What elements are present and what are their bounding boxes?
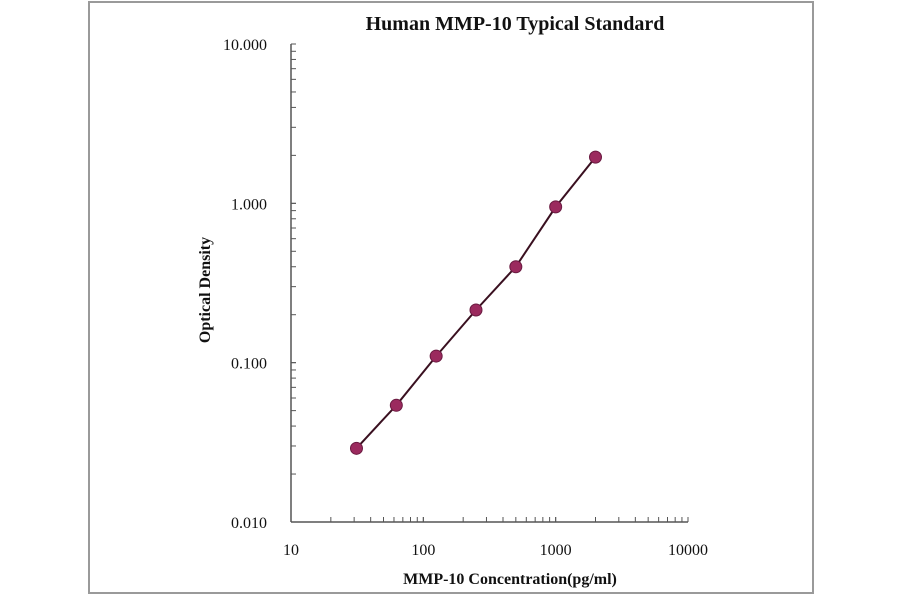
x-tick-label: 10 [283, 542, 299, 559]
y-axis-label: Optical Density [197, 237, 214, 343]
data-series [349, 150, 603, 455]
data-point [469, 303, 483, 317]
chart-frame [88, 1, 814, 594]
axes [290, 43, 689, 523]
data-point [349, 441, 363, 455]
x-axis-label: MMP-10 Concentration(pg/ml) [403, 571, 617, 588]
data-point [589, 150, 603, 164]
data-point [549, 200, 563, 214]
y-tick-label: 0.100 [231, 356, 267, 373]
data-point [389, 398, 403, 412]
chart-title: Human MMP-10 Typical Standard [366, 13, 665, 35]
y-tick-labels: 10.000 1.000 0.100 0.010 [223, 37, 267, 532]
data-point [429, 349, 443, 363]
x-tick-label: 1000 [540, 542, 572, 559]
x-tick-label: 10000 [668, 542, 708, 559]
y-tick-label: 10.000 [223, 37, 267, 54]
y-tick-label: 1.000 [231, 196, 267, 213]
x-tick-labels: 10 100 1000 10000 [283, 542, 708, 559]
y-tick-label: 0.010 [231, 515, 267, 532]
data-point [509, 260, 523, 274]
x-tick-label: 100 [411, 542, 435, 559]
